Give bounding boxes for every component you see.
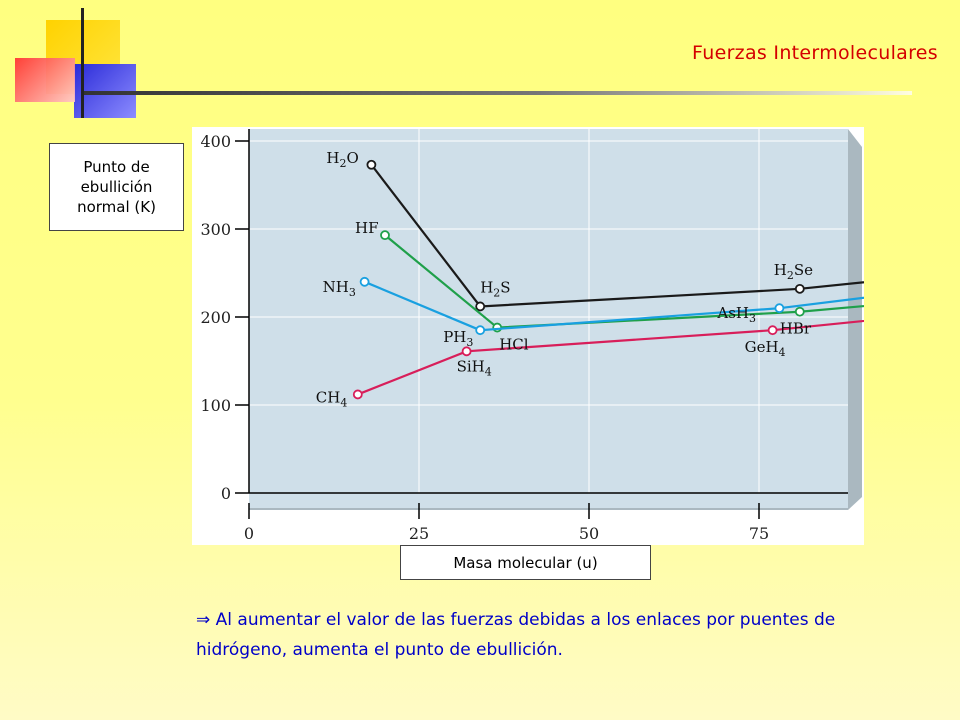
- decor-red-square: [15, 58, 75, 102]
- y-axis-ticks: 0 100 200 300 400: [200, 132, 249, 503]
- point-label-h2se: H2Se: [774, 261, 813, 282]
- title-underline: [84, 91, 912, 95]
- point-label-ph3: PH3: [443, 328, 473, 349]
- x-axis-label-box: Masa molecular (u): [400, 545, 651, 580]
- grid-lines: [249, 129, 848, 493]
- x-axis-ticks: 0255075100125150: [244, 503, 769, 543]
- point-label-h2o: H2O: [326, 149, 358, 170]
- y-tick-label: 100: [200, 396, 231, 415]
- series-line-group-15: [364, 280, 864, 332]
- data-point-hf: [380, 230, 390, 241]
- data-series: [352, 159, 864, 400]
- x-tick-label: 0: [244, 524, 254, 543]
- conclusion-text: Al aumentar el valor de las fuerzas debi…: [196, 610, 836, 660]
- y-tick-label: 200: [200, 308, 231, 327]
- data-point-nh3: [359, 276, 370, 287]
- point-label-hcl: HCl: [499, 336, 529, 354]
- data-point-ash3: [774, 303, 785, 314]
- point-labels: H2OH2SH2SeH2TeHFHClHBrHINH3PH3AsH3SbH3CH…: [316, 149, 813, 410]
- data-point-hbr: [794, 306, 805, 317]
- y-tick-label: 300: [200, 220, 231, 239]
- point-label-ch4: CH4: [316, 388, 348, 409]
- data-point-sih4: [461, 346, 472, 357]
- data-point-geh4: [767, 325, 778, 336]
- point-label-nh3: NH3: [323, 278, 356, 299]
- series-line-group-16: [370, 164, 864, 308]
- point-label-h2s: H2S: [480, 278, 510, 299]
- slide-title: Fuerzas Intermoleculares: [692, 42, 938, 64]
- data-point-h2se: [794, 283, 805, 294]
- point-label-sih4: SiH4: [457, 357, 492, 378]
- point-label-ash3: AsH3: [716, 304, 756, 325]
- data-point-h2s: [475, 301, 486, 312]
- conclusion-note: ⇒ Al aumentar el valor de las fuerzas de…: [196, 605, 896, 665]
- plot-area: [249, 129, 848, 508]
- x-tick-label: 25: [409, 524, 429, 543]
- data-point-hcl: [492, 322, 503, 333]
- y-axis-label-box: Punto de ebullición normal (K): [49, 143, 184, 231]
- arrow-bullet-icon: ⇒: [196, 610, 211, 630]
- x-tick-label: 75: [749, 524, 769, 543]
- x-tick-label: 50: [579, 524, 599, 543]
- series-line-group-14: [357, 319, 864, 396]
- point-label-hf: HF: [355, 219, 379, 237]
- axes: [248, 129, 848, 494]
- data-point-ph3: [475, 325, 486, 336]
- data-point-h2o: [366, 159, 377, 170]
- point-label-geh4: GeH4: [745, 338, 786, 359]
- data-point-ch4: [352, 389, 363, 400]
- decor-vertical-line: [81, 8, 84, 118]
- y-tick-label: 400: [200, 132, 231, 151]
- y-tick-label: 0: [221, 484, 231, 503]
- point-label-hbr: HBr: [780, 320, 812, 338]
- series-line-group-17: [384, 234, 864, 329]
